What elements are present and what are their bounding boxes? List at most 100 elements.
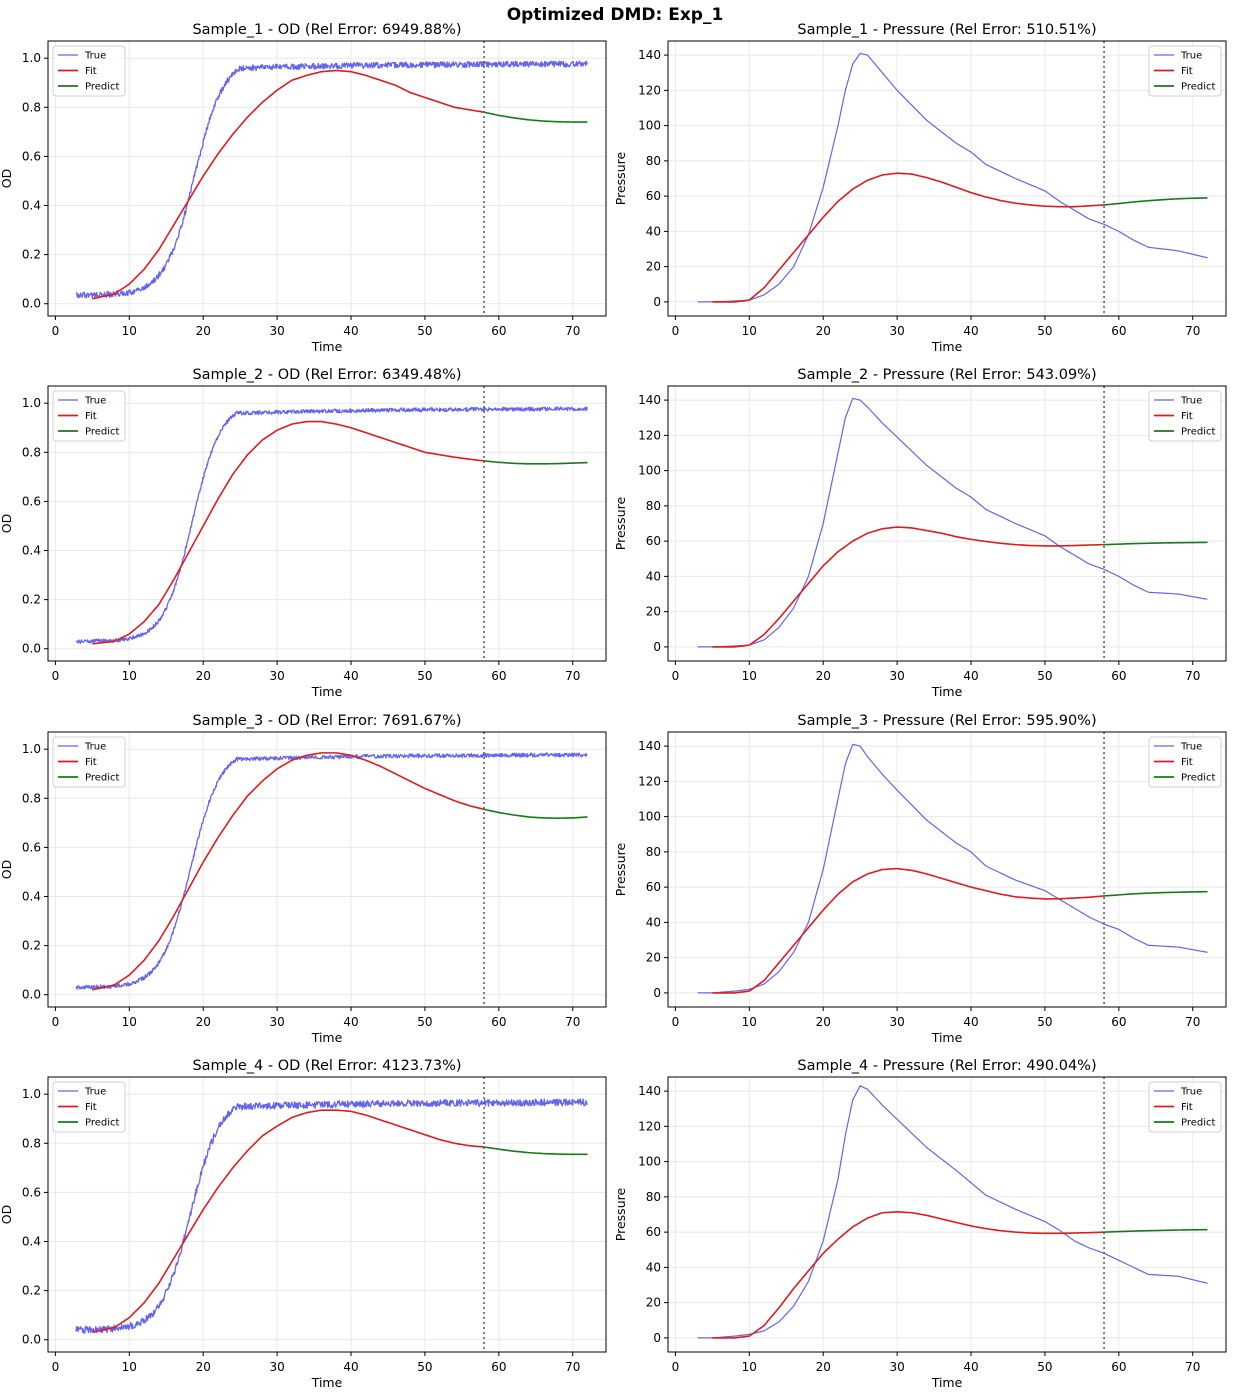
y-tick-label: 0.8 — [22, 445, 41, 459]
x-tick-label: 0 — [672, 1015, 680, 1029]
y-tick-label: 0.0 — [22, 642, 41, 656]
x-tick-label: 70 — [565, 1015, 580, 1029]
subplot-pressure-sample-3: 0 10 20 30 40 50 60 70 0 20 40 60 80 100 120 140 Sample_… — [613, 713, 1227, 1045]
x-axis-label: Time — [311, 339, 343, 354]
y-tick-label: 100 — [638, 1155, 661, 1169]
x-tick-label: 0 — [52, 669, 60, 683]
subplot-od-sample-1: 0 10 20 30 40 50 60 70 0.0 0.2 0.4 0.6 0.8 1.0 Sample_… — [0, 22, 607, 354]
series-line-fit — [712, 526, 1105, 648]
y-tick-label: 80 — [646, 499, 661, 513]
x-tick-label: 40 — [343, 669, 358, 683]
plot-frame — [47, 1076, 607, 1353]
x-tick-label: 30 — [269, 1360, 284, 1374]
x-tick-label: 30 — [889, 1015, 904, 1029]
x-tick-label: 40 — [343, 324, 358, 338]
x-tick-label: 50 — [1037, 1015, 1052, 1029]
series-line-true — [697, 397, 1208, 648]
legend-label: Predict — [85, 773, 120, 784]
x-tick-label: 30 — [889, 1360, 904, 1374]
x-tick-label: 60 — [1111, 1015, 1126, 1029]
y-tick-label: 20 — [646, 951, 661, 965]
y-tick-label: 1.0 — [22, 51, 41, 65]
y-axis-label: Pressure — [613, 497, 628, 551]
legend-label: Fit — [85, 411, 97, 422]
legend: True Fit Predict — [52, 45, 126, 97]
subplot-pressure-sample-2: 0 10 20 30 40 50 60 70 0 20 40 60 80 100 120 140 Sample_… — [613, 367, 1227, 699]
y-tick-label: 60 — [646, 880, 661, 894]
y-tick-label: 100 — [638, 464, 661, 478]
y-tick-label: 0.2 — [22, 248, 41, 262]
series-line-true — [697, 52, 1208, 303]
y-tick-label: 20 — [646, 1296, 661, 1310]
y-tick-label: 0.4 — [22, 890, 41, 904]
legend-label: Predict — [85, 1118, 120, 1129]
y-tick-label: 120 — [638, 774, 661, 788]
y-tick-label: 0.8 — [22, 1136, 41, 1150]
y-tick-label: 0.8 — [22, 791, 41, 805]
series-group — [75, 752, 588, 991]
x-axis-label: Time — [931, 1030, 963, 1045]
x-tick-label: 30 — [269, 669, 284, 683]
series-group — [75, 60, 588, 300]
y-tick-label: 1.0 — [22, 742, 41, 756]
series-line-true — [75, 406, 588, 644]
x-tick-label: 50 — [417, 1360, 432, 1374]
y-tick-label: 120 — [638, 1119, 661, 1133]
y-axis-label: OD — [0, 860, 14, 879]
subplot-title: Sample_3 - OD (Rel Error: 7691.67%) — [192, 713, 461, 729]
subplot-title: Sample_2 - Pressure (Rel Error: 543.09%) — [797, 367, 1096, 383]
y-tick-label: 0.4 — [22, 1235, 41, 1249]
x-tick-label: 30 — [889, 669, 904, 683]
legend: True Fit Predict — [1148, 1081, 1222, 1133]
x-tick-label: 50 — [1037, 669, 1052, 683]
x-tick-label: 0 — [52, 1360, 60, 1374]
y-tick-label: 0.4 — [22, 544, 41, 558]
y-tick-label: 80 — [646, 845, 661, 859]
series-line-true — [697, 1085, 1208, 1339]
x-tick-label: 10 — [742, 324, 757, 338]
legend-label: Fit — [85, 1102, 97, 1113]
series-line-predict — [483, 111, 588, 123]
y-tick-label: 0.0 — [22, 988, 41, 1002]
y-tick-label: 40 — [646, 569, 661, 583]
y-tick-label: 1.0 — [22, 396, 41, 410]
series-line-true — [75, 752, 588, 990]
subplot-pressure-sample-1: 0 10 20 30 40 50 60 70 0 20 40 60 80 100 120 140 Sample_… — [613, 22, 1227, 354]
legend-label: Fit — [85, 66, 97, 77]
subplot-title: Sample_2 - OD (Rel Error: 6349.48%) — [192, 367, 461, 383]
legend-box — [1148, 736, 1222, 788]
legend-label: Predict — [85, 82, 120, 93]
x-tick-label: 70 — [1185, 324, 1200, 338]
x-tick-label: 60 — [1111, 669, 1126, 683]
series-line-true — [697, 743, 1208, 994]
x-tick-label: 40 — [343, 1015, 358, 1029]
x-tick-label: 70 — [565, 669, 580, 683]
x-tick-label: 60 — [1111, 324, 1126, 338]
series-line-fit — [92, 69, 485, 300]
series-group — [697, 52, 1208, 303]
legend-box — [52, 45, 126, 97]
y-tick-label: 20 — [646, 260, 661, 274]
y-tick-label: 0.0 — [22, 1333, 41, 1347]
legend-label: Predict — [1181, 773, 1216, 784]
y-tick-label: 120 — [638, 83, 661, 97]
subplot-od-sample-3: 0 10 20 30 40 50 60 70 0.0 0.2 0.4 0.6 0.8 1.0 Sample_… — [0, 713, 607, 1045]
plot-frame — [667, 40, 1227, 317]
series-line-true — [75, 1098, 588, 1334]
series-group — [75, 1098, 588, 1334]
x-tick-label: 0 — [672, 1360, 680, 1374]
subplot-title: Sample_1 - Pressure (Rel Error: 510.51%) — [797, 22, 1096, 38]
y-tick-label: 80 — [646, 1190, 661, 1204]
y-axis-label: OD — [0, 169, 14, 188]
legend-label: Fit — [1181, 1102, 1193, 1113]
subplot-od-sample-2: 0 10 20 30 40 50 60 70 0.0 0.2 0.4 0.6 0.8 1.0 Sample_… — [0, 367, 607, 699]
figure-title: Optimized DMD: Exp_1 — [507, 5, 724, 25]
plot-frame — [667, 385, 1227, 662]
legend-box — [1148, 1081, 1222, 1133]
y-tick-label: 0.6 — [22, 494, 41, 508]
y-axis-label: Pressure — [613, 152, 628, 206]
y-axis-label: OD — [0, 1205, 14, 1224]
x-tick-label: 20 — [816, 1360, 831, 1374]
series-group — [697, 397, 1208, 648]
x-tick-label: 10 — [742, 1015, 757, 1029]
